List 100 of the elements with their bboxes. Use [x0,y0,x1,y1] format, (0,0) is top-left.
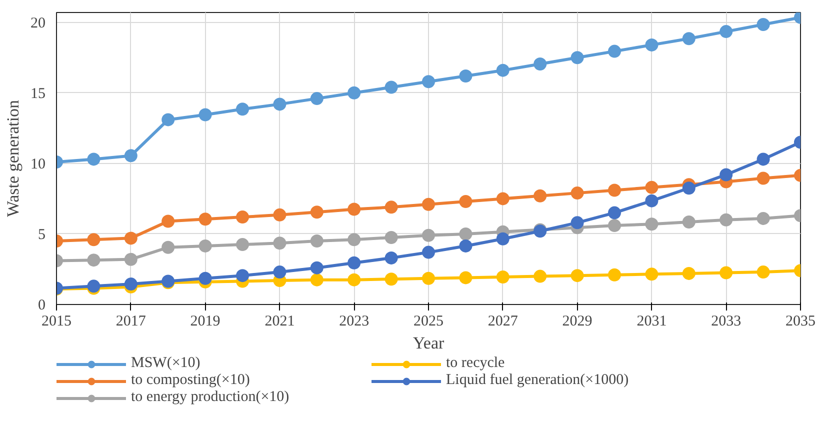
x-tick-label: 2029 [562,314,592,330]
point [570,216,584,230]
x-axis-title: Year [412,334,444,352]
x-tick-label: 2027 [488,314,518,330]
point [310,92,324,106]
x-tick-label: 2023 [339,314,370,330]
x-tick-label: 2035 [786,314,816,330]
point [756,172,770,185]
point [459,195,472,208]
point [422,246,435,259]
point [459,239,472,252]
point [645,218,658,231]
point [87,233,100,246]
point [87,254,100,267]
legend-label: to energy production(×10) [131,389,290,406]
point [720,213,733,226]
x-tick-label: 2015 [42,314,72,330]
legend-label: to composting(×10) [131,372,251,389]
point [720,168,733,182]
legend-label: to recycle [446,355,506,372]
point [236,238,249,252]
x-tick-label: 2025 [414,314,444,330]
point [570,269,584,282]
point [348,202,361,216]
point [422,228,435,242]
point [162,214,175,228]
point [384,272,398,286]
point [422,75,435,88]
point [310,261,324,274]
point [273,208,286,222]
point [124,278,138,291]
point [124,252,138,266]
point [422,198,435,211]
point [496,192,510,206]
point [162,240,175,254]
point [534,58,547,70]
point [384,251,398,264]
point [310,206,324,219]
y-tick-label: 10 [30,156,46,172]
x-tick-label: 2033 [711,314,742,330]
y-tick-label: 5 [38,226,46,243]
x-tick-label: 2021 [264,314,295,330]
point [273,236,286,250]
point [162,113,175,126]
x-tick-label: 2017 [116,314,146,330]
point [384,231,398,244]
point [496,232,510,246]
point [422,272,435,285]
point [534,189,547,202]
point [720,266,733,280]
point [236,210,249,224]
point [198,272,212,285]
point [124,149,138,162]
y-axis-title: Waste generation [4,99,22,218]
point [682,182,696,195]
legend-label: MSW(×10) [131,355,202,372]
point [645,268,658,281]
point [236,269,249,282]
point [756,212,770,225]
point [198,108,212,122]
point [570,186,584,200]
point [756,152,770,166]
point [124,232,138,245]
point [645,38,658,52]
point [348,233,361,246]
point [608,268,621,282]
point [348,273,361,286]
point [756,18,770,31]
point [310,234,324,248]
y-tick-label: 0 [38,298,46,314]
x-tick-label: 2031 [636,314,667,330]
point [384,80,398,94]
point [384,200,398,214]
point [608,44,621,58]
point [310,273,324,286]
legend-label: Liquid fuel generation(×1000) [446,372,630,389]
y-tick-label: 20 [30,15,46,32]
point [608,184,621,197]
point [682,266,696,280]
point [608,206,621,220]
point [756,266,770,279]
point [273,98,286,111]
x-tick-label: 2019 [190,314,220,330]
point [459,271,472,284]
point [645,180,658,194]
point [87,152,100,166]
point [198,212,212,226]
point [273,266,286,279]
point [496,270,510,284]
point [570,51,584,64]
point [720,25,733,38]
point [459,227,472,240]
point [459,69,472,82]
point [496,64,510,77]
point [682,32,696,46]
point [534,270,547,283]
y-tick-label: 15 [30,86,46,102]
point [682,215,696,228]
point [348,86,361,100]
point [608,219,621,232]
